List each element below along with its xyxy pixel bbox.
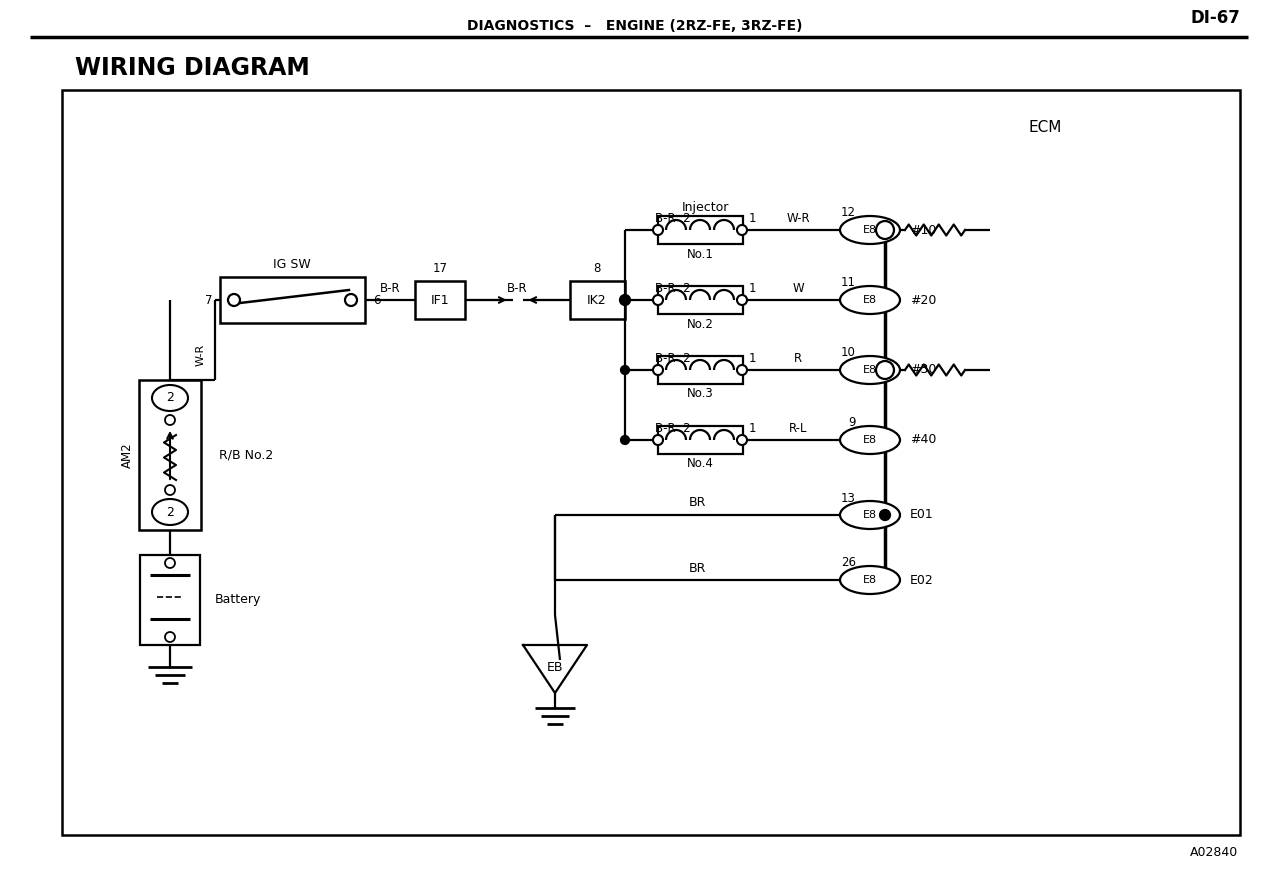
FancyBboxPatch shape — [868, 128, 1222, 712]
Text: #40: #40 — [910, 434, 937, 447]
Text: No.1: No.1 — [686, 247, 713, 260]
Text: ECM: ECM — [1029, 120, 1062, 136]
Circle shape — [620, 295, 630, 305]
Text: W: W — [792, 282, 804, 295]
Circle shape — [653, 435, 663, 445]
Text: 1: 1 — [748, 422, 755, 436]
Text: 1: 1 — [748, 282, 755, 295]
Circle shape — [165, 485, 175, 495]
Bar — [141, 555, 199, 645]
Text: 1: 1 — [748, 213, 755, 226]
Text: DI-67: DI-67 — [1190, 9, 1240, 27]
Circle shape — [737, 435, 748, 445]
Text: 7: 7 — [204, 294, 212, 307]
Text: Battery: Battery — [215, 593, 262, 606]
Circle shape — [227, 294, 240, 306]
Ellipse shape — [152, 385, 188, 411]
Text: B-R: B-R — [380, 281, 400, 294]
Text: IG SW: IG SW — [273, 258, 311, 271]
Ellipse shape — [840, 501, 900, 529]
Text: No.2: No.2 — [686, 318, 713, 330]
Text: IF1: IF1 — [431, 294, 450, 307]
Circle shape — [621, 296, 629, 304]
Circle shape — [881, 510, 889, 520]
Text: AM2: AM2 — [120, 442, 133, 468]
Text: 6: 6 — [373, 294, 381, 307]
Ellipse shape — [840, 356, 900, 384]
Bar — [570, 281, 625, 319]
Text: E8: E8 — [863, 295, 877, 305]
Circle shape — [165, 415, 175, 425]
Circle shape — [165, 558, 175, 568]
Ellipse shape — [840, 286, 900, 314]
Ellipse shape — [840, 566, 900, 594]
Text: #20: #20 — [910, 294, 937, 307]
Text: 9: 9 — [849, 416, 856, 429]
Bar — [658, 216, 743, 244]
Text: Injector: Injector — [681, 201, 728, 214]
Text: #10: #10 — [910, 224, 937, 237]
Text: 10: 10 — [841, 347, 856, 360]
Bar — [220, 277, 366, 323]
Circle shape — [345, 294, 357, 306]
Text: B-R  2: B-R 2 — [656, 422, 690, 436]
Text: BR: BR — [689, 496, 705, 510]
Text: W-R: W-R — [196, 344, 206, 366]
Text: 8: 8 — [593, 262, 601, 275]
Circle shape — [875, 361, 895, 379]
Text: B-R  2: B-R 2 — [656, 353, 690, 366]
Text: 2: 2 — [166, 391, 174, 404]
Text: B-R  2: B-R 2 — [656, 213, 690, 226]
Text: E8: E8 — [863, 575, 877, 585]
Text: 13: 13 — [841, 491, 856, 504]
Bar — [63, 90, 1240, 835]
Ellipse shape — [840, 426, 900, 454]
Bar — [658, 286, 743, 314]
Circle shape — [653, 365, 663, 375]
Text: IK2: IK2 — [587, 294, 607, 307]
Text: E8: E8 — [863, 510, 877, 520]
Text: 12: 12 — [841, 206, 856, 219]
Circle shape — [737, 295, 748, 305]
Text: 26: 26 — [841, 557, 856, 570]
Text: 2: 2 — [166, 505, 174, 518]
Text: BR: BR — [689, 562, 705, 575]
Text: E8: E8 — [863, 225, 877, 235]
Text: A02840: A02840 — [1190, 846, 1238, 859]
Text: E8: E8 — [863, 365, 877, 375]
Text: DIAGNOSTICS  –   ENGINE (2RZ-FE, 3RZ-FE): DIAGNOSTICS – ENGINE (2RZ-FE, 3RZ-FE) — [468, 19, 803, 33]
Bar — [658, 426, 743, 454]
Circle shape — [621, 436, 629, 444]
Text: No.3: No.3 — [686, 388, 713, 401]
Text: 1: 1 — [748, 353, 755, 366]
Text: E8: E8 — [863, 435, 877, 445]
Bar — [139, 380, 201, 530]
Bar — [658, 356, 743, 384]
Text: EB: EB — [547, 661, 564, 674]
Circle shape — [737, 365, 748, 375]
Text: #30: #30 — [910, 363, 937, 376]
Circle shape — [653, 225, 663, 235]
Text: E01: E01 — [910, 509, 934, 522]
Text: R: R — [794, 353, 803, 366]
Text: R/B No.2: R/B No.2 — [219, 449, 273, 462]
Text: R-L: R-L — [789, 422, 808, 436]
Circle shape — [737, 225, 748, 235]
Text: 11: 11 — [841, 276, 856, 289]
Text: WIRING DIAGRAM: WIRING DIAGRAM — [75, 56, 309, 80]
Ellipse shape — [840, 216, 900, 244]
Circle shape — [653, 295, 663, 305]
Bar — [415, 281, 465, 319]
Text: E02: E02 — [910, 573, 934, 586]
Text: B-R: B-R — [507, 281, 528, 294]
Text: 17: 17 — [432, 262, 447, 275]
Text: B-R  2: B-R 2 — [656, 282, 690, 295]
Circle shape — [165, 632, 175, 642]
Ellipse shape — [152, 499, 188, 525]
Text: W-R: W-R — [786, 213, 810, 226]
Text: No.4: No.4 — [686, 457, 713, 470]
Circle shape — [875, 221, 895, 239]
Circle shape — [621, 366, 629, 374]
